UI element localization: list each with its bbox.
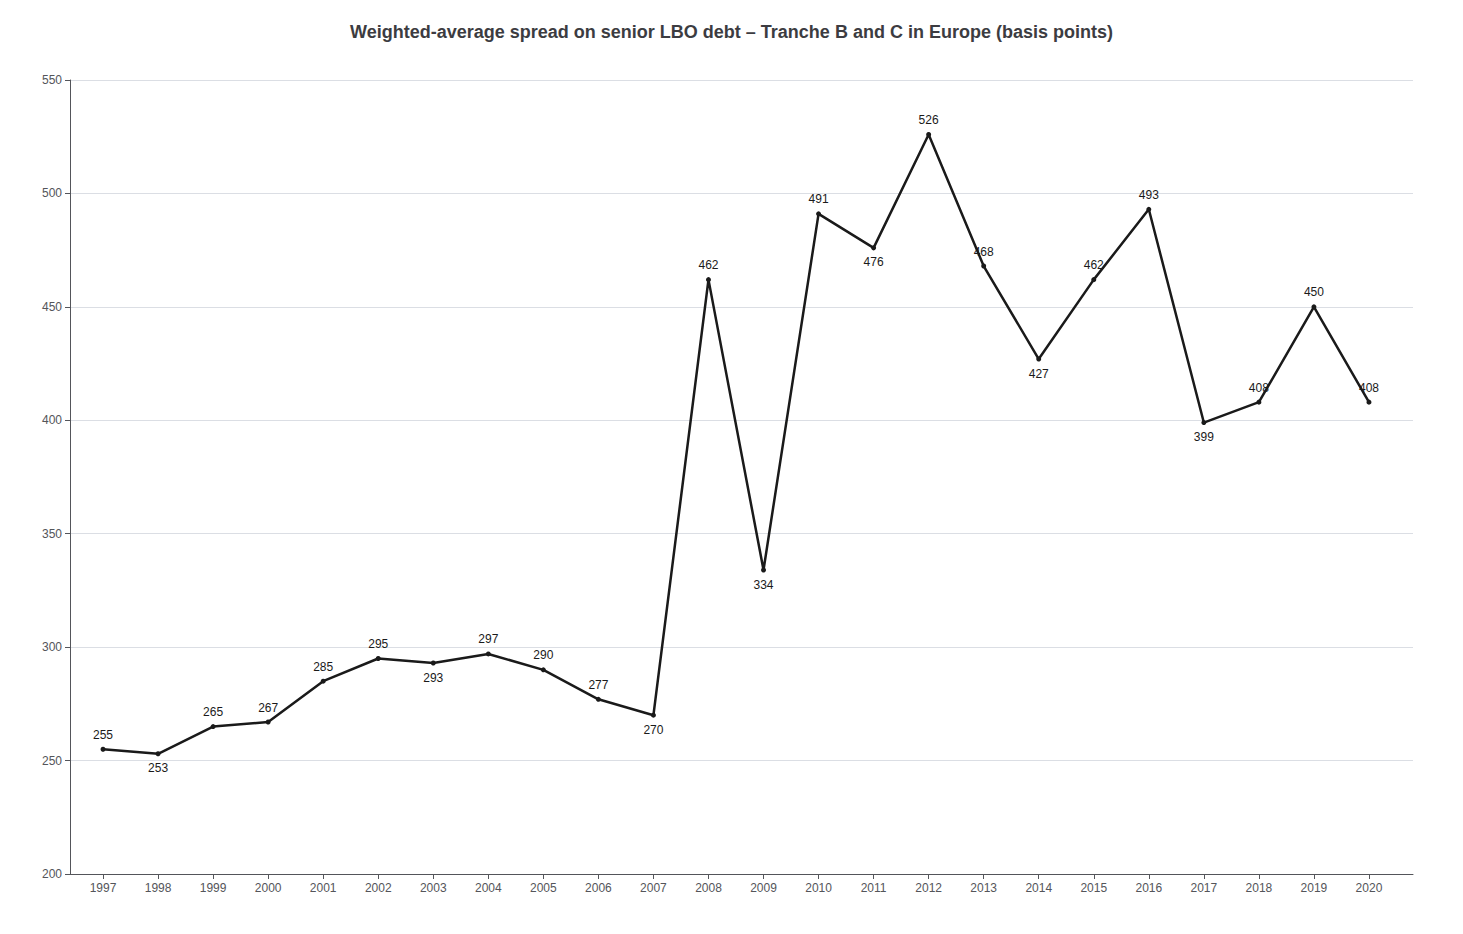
svg-text:350: 350	[42, 527, 62, 541]
svg-text:408: 408	[1359, 381, 1379, 395]
svg-text:462: 462	[698, 258, 718, 272]
svg-text:450: 450	[42, 300, 62, 314]
svg-text:2017: 2017	[1190, 881, 1217, 895]
svg-text:267: 267	[258, 701, 278, 715]
svg-text:2010: 2010	[805, 881, 832, 895]
svg-text:2002: 2002	[365, 881, 392, 895]
svg-text:462: 462	[1084, 258, 1104, 272]
svg-text:476: 476	[864, 255, 884, 269]
svg-text:2000: 2000	[255, 881, 282, 895]
svg-text:2014: 2014	[1025, 881, 1052, 895]
svg-text:295: 295	[368, 637, 388, 651]
svg-text:265: 265	[203, 705, 223, 719]
svg-text:550: 550	[42, 73, 62, 87]
svg-text:297: 297	[478, 632, 498, 646]
svg-text:2006: 2006	[585, 881, 612, 895]
svg-text:200: 200	[42, 867, 62, 881]
svg-text:2009: 2009	[750, 881, 777, 895]
svg-text:2015: 2015	[1080, 881, 1107, 895]
svg-text:2001: 2001	[310, 881, 337, 895]
svg-text:2007: 2007	[640, 881, 667, 895]
svg-text:Weighted-average spread on sen: Weighted-average spread on senior LBO de…	[350, 22, 1113, 42]
svg-text:399: 399	[1194, 430, 1214, 444]
svg-text:2019: 2019	[1301, 881, 1328, 895]
svg-text:2012: 2012	[915, 881, 942, 895]
svg-text:2020: 2020	[1356, 881, 1383, 895]
svg-text:293: 293	[423, 671, 443, 685]
svg-text:270: 270	[643, 723, 663, 737]
svg-text:493: 493	[1139, 188, 1159, 202]
svg-text:500: 500	[42, 186, 62, 200]
svg-text:2011: 2011	[861, 881, 887, 895]
svg-text:290: 290	[533, 648, 553, 662]
svg-text:253: 253	[148, 761, 168, 775]
svg-text:2018: 2018	[1246, 881, 1273, 895]
svg-text:334: 334	[754, 578, 774, 592]
svg-text:255: 255	[93, 728, 113, 742]
svg-text:300: 300	[42, 640, 62, 654]
svg-text:2008: 2008	[695, 881, 722, 895]
svg-text:285: 285	[313, 660, 333, 674]
svg-text:2013: 2013	[970, 881, 997, 895]
svg-text:2016: 2016	[1135, 881, 1162, 895]
svg-text:250: 250	[42, 754, 62, 768]
svg-text:450: 450	[1304, 285, 1324, 299]
svg-text:491: 491	[809, 192, 829, 206]
svg-text:1999: 1999	[200, 881, 227, 895]
svg-text:408: 408	[1249, 381, 1269, 395]
svg-text:2004: 2004	[475, 881, 502, 895]
svg-text:1998: 1998	[145, 881, 172, 895]
svg-text:468: 468	[974, 245, 994, 259]
svg-text:427: 427	[1029, 367, 1049, 381]
svg-text:2003: 2003	[420, 881, 447, 895]
svg-text:1997: 1997	[90, 881, 117, 895]
svg-text:526: 526	[919, 113, 939, 127]
svg-text:277: 277	[588, 678, 608, 692]
svg-text:2005: 2005	[530, 881, 557, 895]
svg-text:400: 400	[42, 413, 62, 427]
